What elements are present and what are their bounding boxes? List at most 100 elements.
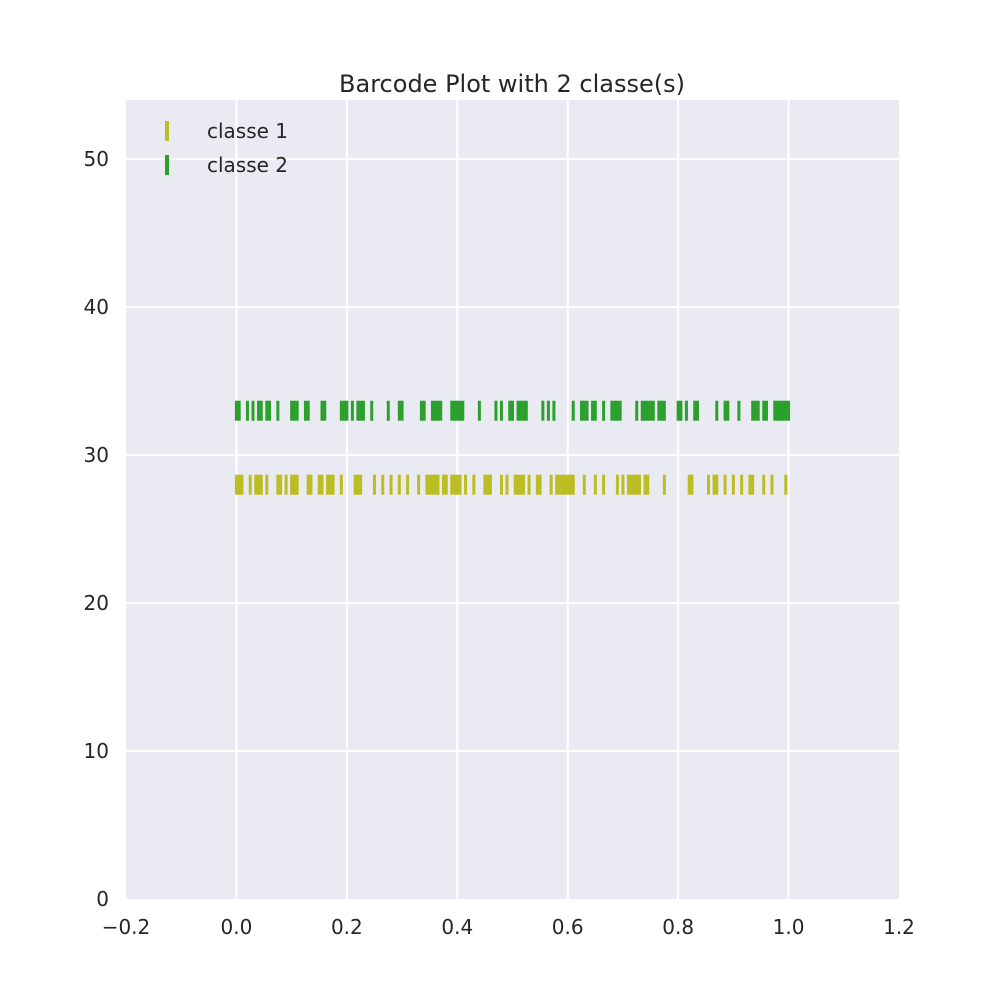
barcode-tick: [279, 474, 283, 495]
barcode-tick: [488, 474, 492, 495]
barcode-tick: [646, 400, 650, 421]
barcode-tick: [571, 474, 575, 495]
barcode-tick: [419, 400, 423, 421]
chart-title: Barcode Plot with 2 classe(s): [339, 70, 685, 98]
barcode-tick: [284, 474, 288, 495]
barcode-tick: [511, 400, 514, 421]
barcode-tick: [773, 400, 777, 421]
barcode-tick: [292, 474, 296, 495]
x-tick-label: 0.8: [662, 915, 694, 939]
barcode-tick: [381, 474, 385, 495]
barcode-tick: [417, 474, 421, 495]
barcode-tick: [643, 474, 647, 495]
barcode-tick: [524, 400, 528, 421]
barcode-tick: [317, 474, 321, 495]
barcode-tick: [499, 474, 503, 495]
barcode-tick: [715, 400, 719, 421]
barcode-tick: [406, 474, 410, 495]
barcode-tick: [687, 474, 691, 495]
barcode-tick: [522, 400, 526, 421]
barcode-tick: [303, 400, 307, 421]
barcode-tick: [356, 400, 360, 421]
barcode-tick: [549, 474, 553, 495]
barcode-tick: [538, 474, 542, 495]
barcode-tick: [621, 474, 625, 495]
barcode-tick: [453, 474, 457, 495]
barcode-tick: [690, 474, 694, 495]
barcode-tick: [637, 474, 641, 495]
barcode-tick: [254, 474, 258, 495]
barcode-tick: [593, 474, 597, 495]
barcode-tick: [323, 400, 327, 421]
y-tick-label: 10: [84, 739, 109, 763]
barcode-tick: [237, 474, 241, 495]
barcode-tick: [331, 474, 335, 495]
barcode-tick: [433, 474, 437, 495]
barcode-tick: [306, 474, 310, 495]
barcode-tick: [450, 400, 454, 421]
barcode-tick: [328, 474, 332, 495]
barcode-tick: [292, 400, 296, 421]
barcode-tick: [386, 400, 390, 421]
plot-background: [126, 100, 899, 899]
barcode-tick: [265, 400, 269, 421]
barcode-tick: [693, 400, 697, 421]
legend: classe 1 classe 2: [165, 119, 288, 177]
barcode-tick: [753, 400, 757, 421]
barcode-tick: [640, 400, 644, 421]
barcode-tick: [657, 400, 661, 421]
x-tick-label: 1.0: [773, 915, 805, 939]
barcode-tick: [593, 400, 597, 421]
barcode-tick: [781, 400, 785, 421]
barcode-tick: [715, 474, 719, 495]
barcode-tick: [245, 400, 249, 421]
barcode-tick: [516, 400, 520, 421]
barcode-tick: [237, 400, 241, 421]
legend-label: classe 2: [207, 153, 288, 177]
barcode-tick: [276, 474, 280, 495]
barcode-tick: [582, 474, 586, 495]
barcode-tick: [505, 474, 509, 495]
series-1: [234, 474, 788, 495]
barcode-tick: [295, 400, 299, 421]
legend-swatch: [165, 155, 169, 175]
barcode-marks: [234, 400, 791, 495]
barcode-tick: [615, 400, 619, 421]
barcode-tick: [345, 400, 349, 421]
barcode-tick: [361, 400, 365, 421]
barcode-tick: [436, 400, 440, 421]
barcode-tick: [676, 400, 680, 421]
x-tick-label: 0.2: [331, 915, 363, 939]
barcode-tick: [707, 474, 711, 495]
barcode-tick: [450, 474, 454, 495]
barcode-tick: [712, 474, 716, 495]
barcode-tick: [430, 400, 434, 421]
barcode-tick: [751, 400, 755, 421]
barcode-tick: [458, 474, 462, 495]
barcode-tick: [265, 474, 269, 495]
barcode-tick: [234, 474, 238, 495]
barcode-tick: [660, 400, 664, 421]
barcode-tick: [662, 400, 666, 421]
y-tick-label: 20: [84, 591, 109, 615]
barcode-tick: [748, 474, 752, 495]
barcode-tick: [309, 474, 313, 495]
barcode-tick: [776, 400, 780, 421]
barcode-tick: [436, 474, 440, 495]
barcode-tick: [353, 474, 357, 495]
barcode-tick: [320, 474, 324, 495]
barcode-tick: [662, 474, 666, 495]
barcode-tick: [610, 400, 614, 421]
barcode-tick: [778, 400, 782, 421]
barcode-tick: [326, 474, 330, 495]
barcode-tick: [615, 474, 619, 495]
barcode-tick: [591, 400, 595, 421]
barcode-tick: [770, 474, 774, 495]
barcode-tick: [585, 400, 589, 421]
barcode-tick: [629, 474, 633, 495]
barcode-tick: [568, 474, 572, 495]
barcode-tick: [259, 474, 263, 495]
barcode-tick: [737, 400, 741, 421]
barcode-tick: [472, 474, 476, 495]
